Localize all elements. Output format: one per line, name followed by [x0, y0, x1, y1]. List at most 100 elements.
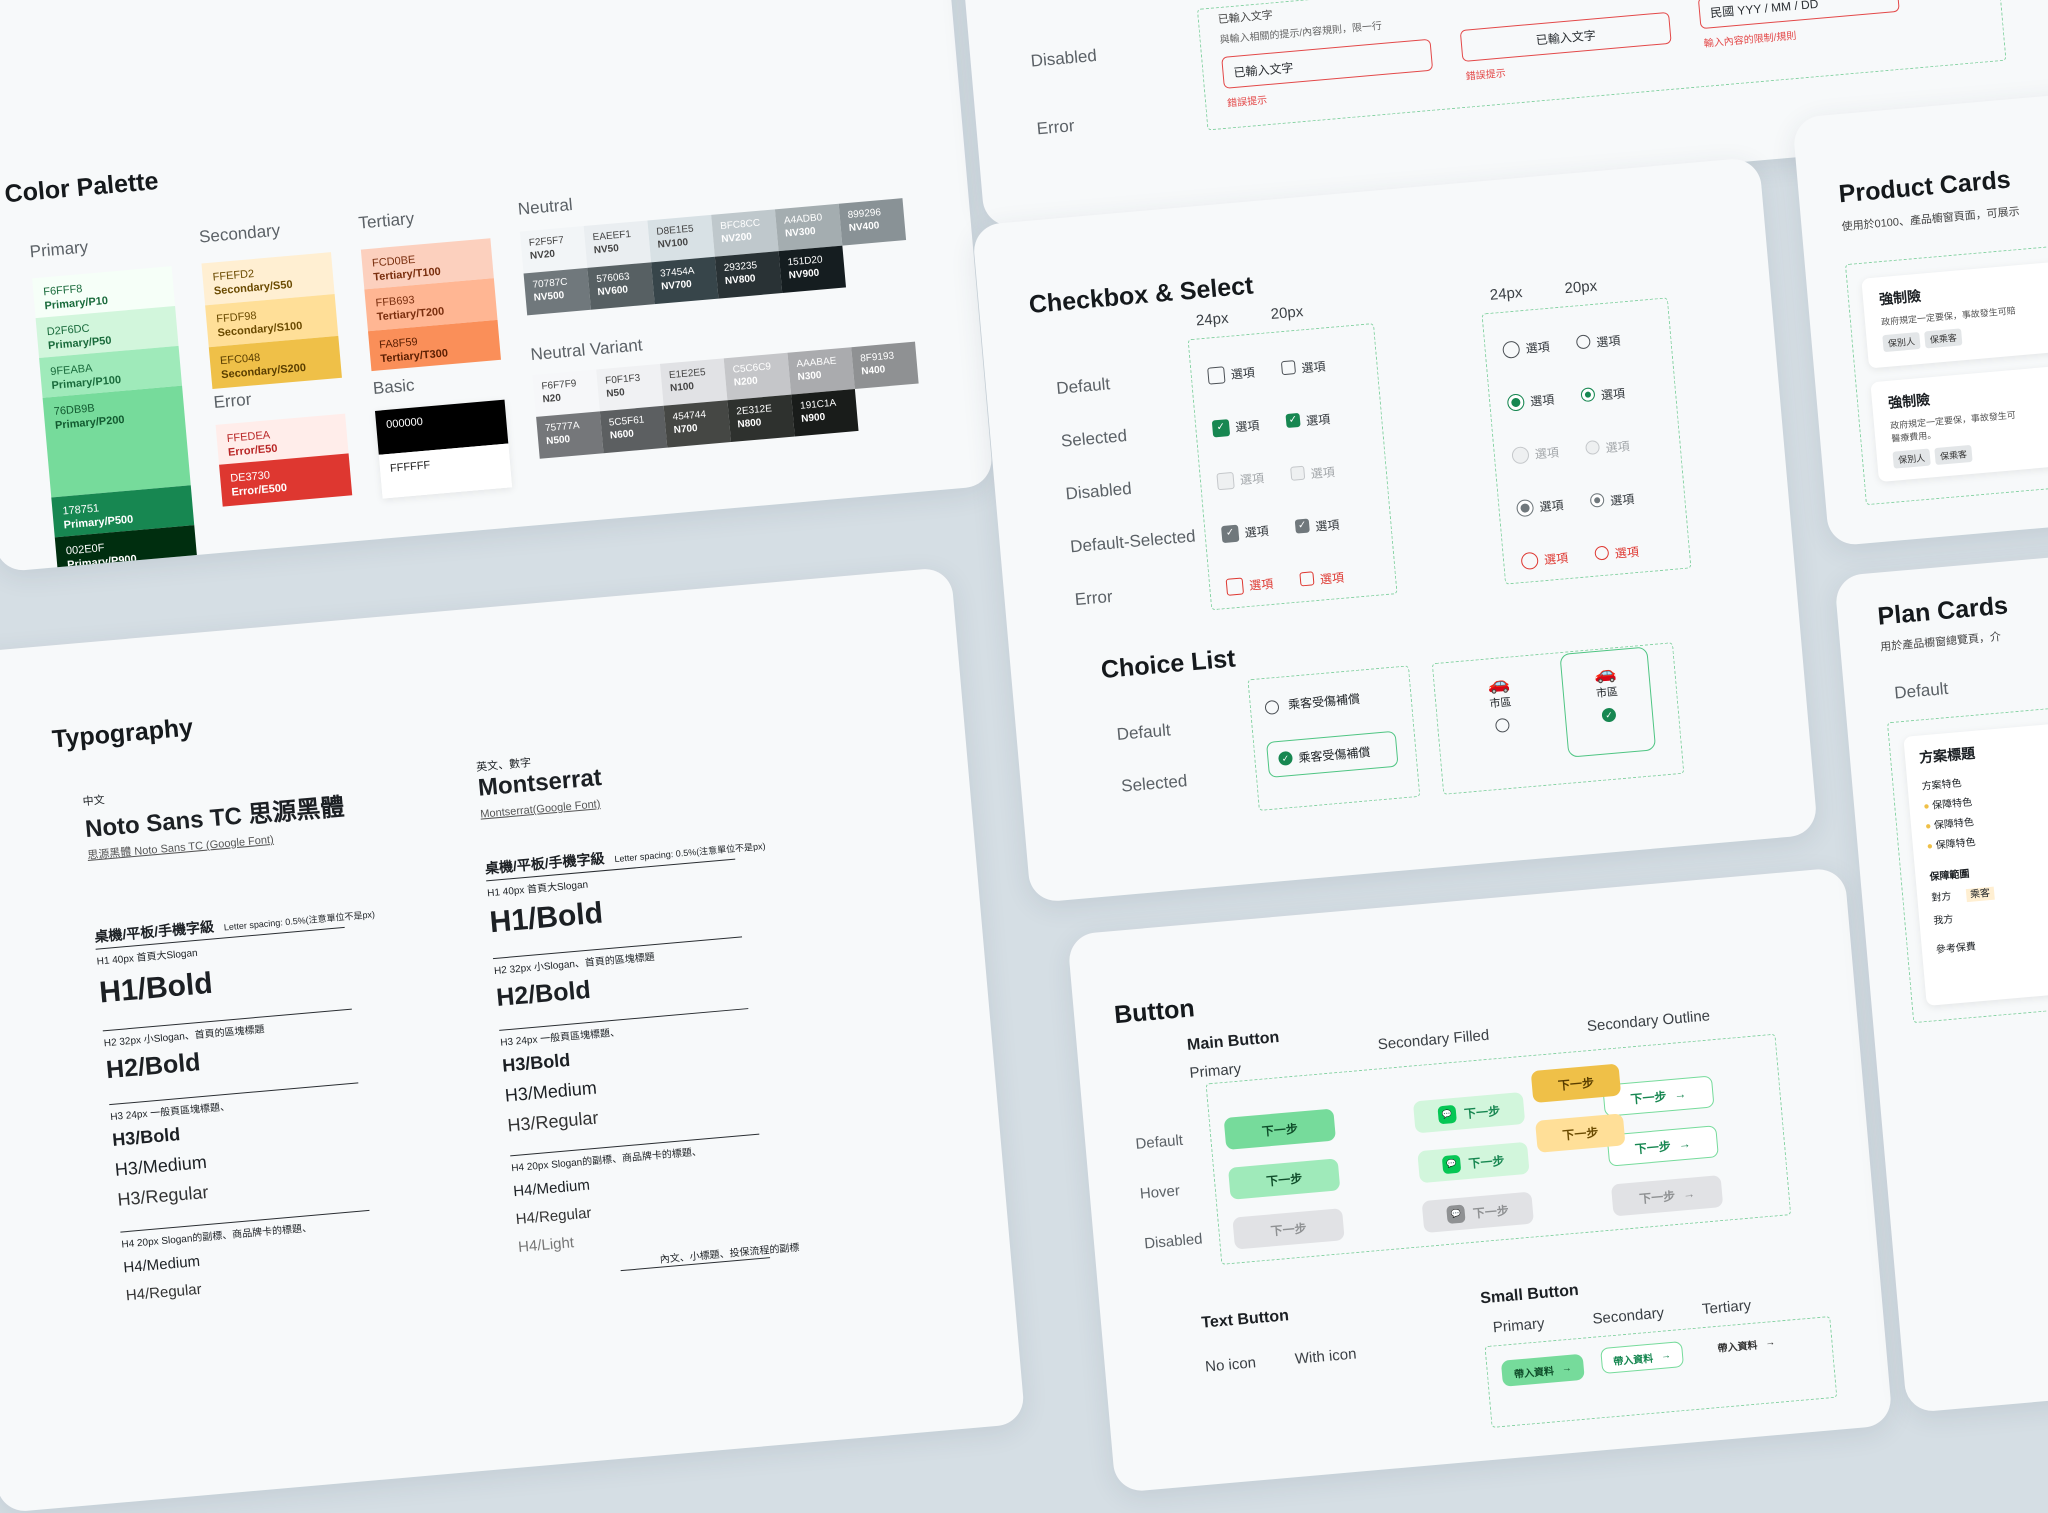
divider — [109, 1082, 359, 1106]
checkbox-error[interactable] — [1299, 571, 1315, 587]
error-label: Error — [212, 389, 253, 412]
state-error: Error — [1074, 586, 1114, 610]
size-20-label: 20px — [1563, 277, 1598, 298]
button-label: 下一步 — [1634, 1138, 1672, 1156]
option-label: 選項 — [1614, 544, 1640, 561]
swatch-name: N100 — [669, 381, 695, 395]
swatch-name: N500 — [545, 434, 571, 448]
plan-coverage-label: 保障範圍 — [1929, 868, 1970, 884]
option-label: 選項 — [1605, 439, 1631, 456]
option-label: 選項 — [1609, 492, 1635, 509]
plan-card[interactable]: 方案標題 方案特色 ● 保障特色 ● 保障特色 ● 保障特色 保障範圍 對方 乘… — [1903, 716, 2048, 1006]
swatch-name: NV400 — [848, 220, 880, 234]
neutral-label: Neutral — [517, 194, 574, 219]
swatch-name: N200 — [733, 375, 759, 389]
option-label: 選項 — [1244, 524, 1270, 541]
swatch-hex: 000000 — [385, 415, 424, 432]
swatch-name: N600 — [609, 428, 635, 442]
state-selected: Selected — [1060, 426, 1128, 451]
color-swatch: 899296 NV400 — [838, 198, 907, 246]
city-choice-selected[interactable]: 🚗 市區 ✓ — [1559, 646, 1657, 758]
divider — [499, 1008, 749, 1031]
dot-icon: ● — [1922, 800, 1930, 813]
button-label: 下一步 — [1629, 1088, 1667, 1107]
en-font-link[interactable]: Montserrat(Google Font) — [479, 798, 601, 821]
tag: 保別人 — [1892, 448, 1931, 469]
h4-medium-sample: H4/Medium — [512, 1176, 591, 1201]
swatch-name: NV20 — [529, 248, 556, 262]
main-button-label: Main Button — [1186, 1028, 1280, 1054]
swatch-name: NV700 — [660, 278, 693, 293]
size-24-label: 24px — [1489, 284, 1524, 304]
h1-sample: H1/Bold — [98, 966, 214, 1010]
swatch-name: N700 — [673, 422, 699, 436]
checkbox-disabled — [1216, 471, 1235, 491]
option-label: 選項 — [1600, 386, 1626, 403]
tag: 保別人 — [1882, 331, 1921, 353]
swatch-name: Error/E50 — [227, 442, 278, 459]
choice-list-title: Choice List — [1099, 644, 1237, 685]
error-swatches: FFEDEA Error/E50 DE3730 Error/E500 — [215, 413, 353, 507]
swatch-hex: BFC8CC — [719, 217, 761, 233]
swatch-name: NV900 — [788, 267, 820, 282]
option-label: 選項 — [1595, 333, 1621, 350]
size-20-label: 20px — [1270, 303, 1304, 323]
option-label: 選項 — [1248, 576, 1274, 593]
checkbox-default-selected[interactable]: ✓ — [1221, 524, 1240, 544]
color-swatch: 293235 NV800 — [714, 251, 783, 299]
swatch-name: NV100 — [657, 237, 689, 251]
arrow-right-icon: → — [1660, 1349, 1672, 1362]
checkbox-default-selected[interactable]: ✓ — [1294, 518, 1310, 534]
h2-meta: H2 32px 小Slogan、首頁的區塊標題 — [493, 952, 656, 978]
plan-badge: 乘客 — [1965, 886, 1995, 903]
h3-medium-sample: H3/Medium — [114, 1151, 208, 1180]
color-swatch: BFC8CC NV200 — [711, 209, 779, 257]
checkbox-selected[interactable]: ✓ — [1285, 412, 1301, 429]
button-label: 下一步 — [1270, 1220, 1308, 1238]
color-swatch: 2E312E N800 — [727, 394, 795, 443]
checkbox-default[interactable] — [1280, 360, 1297, 376]
primary-swatches: F6FFF8 Primary/P10 D2F6DC Primary/P50 9FEABA… — [32, 266, 198, 573]
option-label: 選項 — [1305, 412, 1331, 429]
plan-card-title: 方案標題 — [1918, 744, 1976, 766]
color-swatch: F2F5F7 NV20 — [519, 226, 588, 274]
color-swatch: 5C5F61 N600 — [599, 405, 668, 454]
h3-bold-sample: H3/Bold — [111, 1124, 181, 1150]
swatch-hex: 454744 — [672, 409, 707, 424]
color-swatch: 454744 N700 — [663, 400, 732, 448]
arrow-right-icon: → — [1673, 1086, 1687, 1102]
btn-state-disabled: Disabled — [1143, 1230, 1204, 1253]
checkbox-default[interactable] — [1207, 366, 1226, 385]
text-button-label: Text Button — [1200, 1307, 1290, 1332]
swatch-hex: D8E1E5 — [655, 223, 695, 238]
button-label: 下一步 — [1261, 1121, 1299, 1139]
swatch-name: N400 — [860, 364, 886, 378]
swatch-hex: EAEEF1 — [592, 228, 632, 244]
line-chat-icon: 💬 — [1437, 1104, 1457, 1125]
option-label: 選項 — [1239, 471, 1265, 488]
dot-icon: ● — [1924, 820, 1932, 833]
h3-medium-sample: H3/Medium — [504, 1077, 598, 1106]
color-swatch: F6F7F9 N20 — [532, 369, 600, 417]
line-chat-icon: 💬 — [1446, 1204, 1466, 1224]
dot-icon: ● — [1926, 840, 1934, 853]
choice-item-label: 乘客受傷補償 — [1297, 744, 1371, 765]
button-label: 下一步 — [1472, 1203, 1510, 1221]
checkbox-selected[interactable]: ✓ — [1211, 419, 1231, 438]
color-swatch: EAEEF1 NV50 — [583, 220, 652, 268]
swatch-hex: F2F5F7 — [528, 234, 565, 249]
swatch-name: NV200 — [720, 231, 753, 246]
plan-reference-fee: 參考保費 — [1935, 941, 1977, 956]
palette-title: Color Palette — [3, 167, 160, 209]
letter-spacing-note: Letter spacing: 0.5%(注意單位不是px) — [614, 840, 766, 865]
secondary-label: Secondary — [198, 220, 281, 247]
checkbox-error[interactable] — [1225, 577, 1245, 596]
button-label: 下一步 — [1463, 1103, 1501, 1121]
swatch-name: NV500 — [533, 290, 565, 304]
city-choice-default[interactable]: 🚗 市區 — [1458, 670, 1546, 767]
option-label: 選項 — [1538, 498, 1565, 515]
size-24-label: 24px — [1195, 309, 1230, 330]
tertiary-label: Tertiary — [357, 208, 415, 233]
swatch-hex: A4ADB0 — [783, 212, 823, 227]
btn-state-default: Default — [1134, 1131, 1184, 1153]
